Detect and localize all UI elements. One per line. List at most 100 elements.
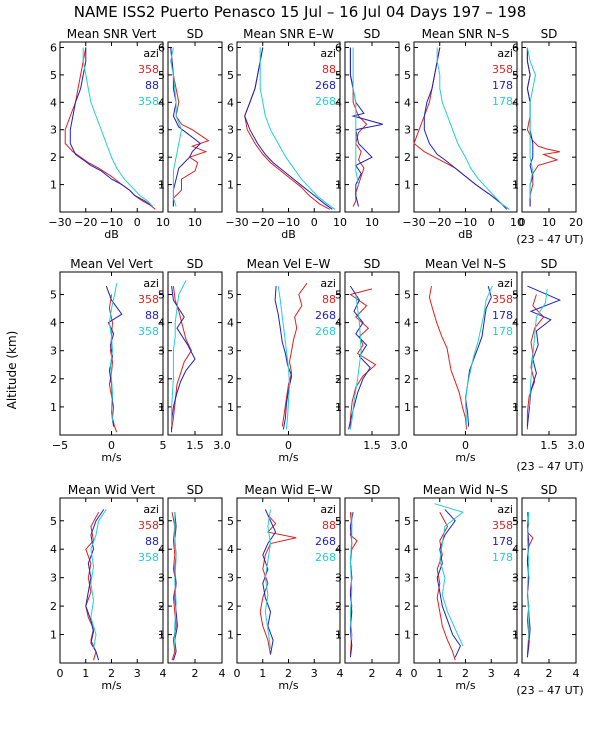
legend-title: azi	[497, 47, 513, 60]
y-tick-label: 4	[512, 96, 519, 109]
x-axis-label: m/s	[101, 679, 121, 692]
x-tick-label: 0	[285, 439, 292, 452]
legend-title: azi	[320, 47, 336, 60]
y-tick-label: 3	[227, 572, 234, 585]
y-tick-label: 3	[158, 572, 165, 585]
y-tick-label: 2	[512, 151, 519, 164]
series-line-cyan	[259, 47, 336, 210]
series-line-blue	[526, 512, 531, 658]
legend-entry: 268	[315, 95, 336, 108]
legend-entry: 268	[315, 309, 336, 322]
y-tick-label: 5	[158, 288, 165, 301]
x-tick-label: 2	[192, 667, 199, 680]
x-tick-label: −10	[454, 216, 477, 229]
y-tick-label: 1	[50, 401, 57, 414]
legend-entry: 358	[492, 63, 513, 76]
series-line-cyan	[174, 512, 177, 649]
y-tick-label: 2	[227, 600, 234, 613]
panel-2: Mean SNR E–W 1 2 3 4 5 6 −30 −20 −10 0 10 dB azi 88 268…	[225, 27, 347, 241]
legend-entry: 178	[492, 309, 513, 322]
y-axis-label: Altitude (km)	[5, 331, 19, 410]
panel-title: Mean Vel Vert	[70, 257, 153, 271]
y-tick-label: 4	[158, 543, 165, 556]
series-line-cyan	[264, 509, 272, 649]
y-tick-label: 4	[512, 317, 519, 330]
y-tick-label: 2	[512, 600, 519, 613]
y-tick-label: 3	[227, 345, 234, 358]
y-tick-label: 1	[512, 179, 519, 192]
x-tick-label: 3	[311, 667, 318, 680]
series-line-red	[244, 47, 330, 210]
x-tick-label: 2	[546, 667, 553, 680]
x-tick-label: 0	[462, 439, 469, 452]
y-tick-label: 5	[158, 69, 165, 82]
x-tick-label: 3.0	[213, 439, 231, 452]
legend-title: azi	[497, 503, 513, 516]
y-tick-label: 1	[50, 629, 57, 642]
panel-10: Mean Vel N–S 1 2 3 4 5 0m/s azi 358 178 178	[404, 257, 518, 464]
x-tick-label: 4	[573, 667, 580, 680]
series-line-blue	[423, 47, 508, 210]
series-line-blue	[349, 47, 383, 207]
y-tick-label: 1	[404, 629, 411, 642]
panel-frame	[521, 497, 577, 664]
y-tick-label: 4	[404, 317, 411, 330]
legend-entry: 178	[492, 95, 513, 108]
series-line-red	[259, 514, 297, 655]
y-tick-label: 2	[50, 600, 57, 613]
panel-title: SD	[364, 27, 381, 41]
y-tick-label: 4	[227, 96, 234, 109]
y-tick-label: 1	[50, 179, 57, 192]
series-line-cyan	[82, 47, 154, 207]
panel-8: Mean Vel E–W 1 2 3 4 5 0m/s azi 88 268 268	[227, 257, 341, 464]
series-line-blue	[171, 286, 196, 433]
y-tick-label: 3	[227, 124, 234, 137]
legend-entry: 268	[315, 535, 336, 548]
series-line-red	[281, 282, 308, 427]
series-line-blue	[526, 285, 562, 427]
series-line-red	[171, 286, 192, 430]
series-line-blue	[69, 47, 153, 207]
y-tick-label: 6	[50, 41, 57, 54]
y-tick-label: 5	[227, 69, 234, 82]
panel-title: SD	[187, 483, 204, 497]
y-tick-label: 4	[335, 317, 342, 330]
y-tick-label: 1	[227, 629, 234, 642]
x-axis-label: dB	[281, 228, 296, 241]
y-tick-label: 5	[158, 515, 165, 528]
panel-title: Mean SNR N–S	[422, 27, 510, 41]
legend-entry: 358	[138, 63, 159, 76]
y-tick-label: 2	[512, 373, 519, 386]
legend-entry: 88	[322, 63, 336, 76]
y-tick-label: 4	[404, 543, 411, 556]
x-tick-label: 4	[160, 667, 167, 680]
series-line-blue	[170, 47, 202, 207]
x-axis-label: m/s	[455, 679, 475, 692]
y-tick-label: 5	[50, 69, 57, 82]
y-tick-label: 3	[50, 572, 57, 585]
x-tick-label: 0	[411, 667, 418, 680]
y-tick-label: 3	[512, 124, 519, 137]
x-tick-label: 0	[311, 216, 318, 229]
y-tick-label: 1	[512, 629, 519, 642]
x-tick-label: 0	[234, 667, 241, 680]
panel-6: Mean Vel Vert 1 2 3 4 5 −5 0 5 m/s azi 358 88 358	[50, 257, 167, 464]
panel-1: SD 1 2 3 4 5 6 10	[158, 27, 223, 229]
panel-title: SD	[541, 257, 558, 271]
x-tick-label: 1	[436, 667, 443, 680]
y-tick-label: 1	[335, 401, 342, 414]
x-tick-label: 1.5	[186, 439, 204, 452]
series-line-cyan	[526, 47, 537, 199]
x-tick-label: −10	[277, 216, 300, 229]
x-tick-label: 3.0	[390, 439, 408, 452]
panel-title: SD	[541, 27, 558, 41]
y-tick-label: 3	[512, 572, 519, 585]
legend-entry: 178	[492, 551, 513, 564]
series-line-blue	[244, 47, 333, 210]
panel-13: SD 1 2 3 4 5 2 4	[158, 483, 226, 680]
y-tick-label: 2	[158, 373, 165, 386]
y-tick-label: 2	[50, 151, 57, 164]
y-tick-label: 1	[404, 179, 411, 192]
